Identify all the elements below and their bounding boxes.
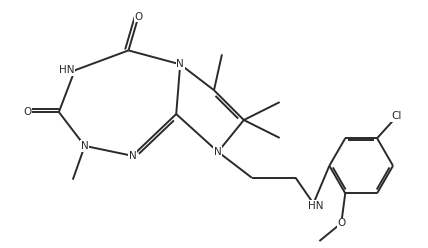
Text: N: N: [128, 151, 137, 161]
Text: N: N: [214, 147, 222, 157]
Text: N: N: [176, 59, 184, 69]
Text: N: N: [81, 141, 89, 151]
Text: O: O: [337, 218, 345, 228]
Text: HN: HN: [308, 201, 323, 211]
Text: HN: HN: [59, 65, 75, 75]
Text: Cl: Cl: [392, 111, 402, 121]
Text: O: O: [134, 12, 143, 22]
Text: O: O: [23, 107, 31, 117]
